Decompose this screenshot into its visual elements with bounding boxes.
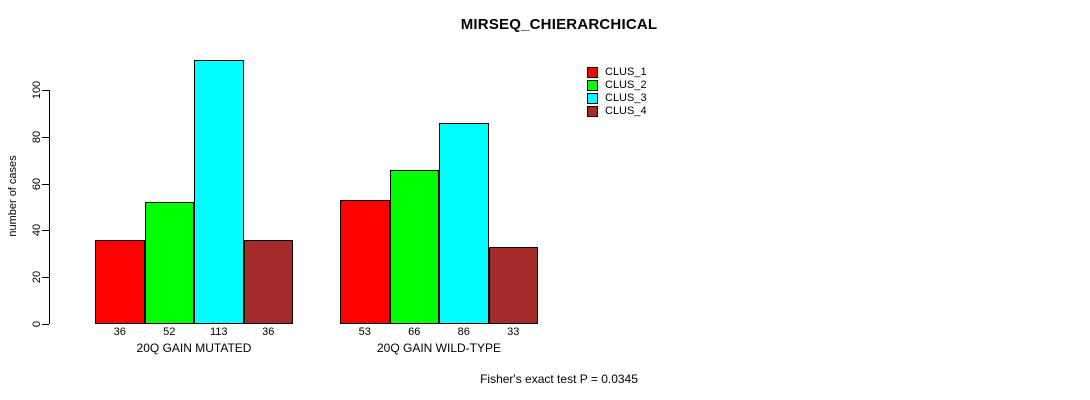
y-tick-mark: [42, 183, 49, 185]
legend-label: CLUS_4: [605, 105, 647, 117]
y-tick-mark: [42, 324, 49, 325]
legend-label: CLUS_3: [605, 92, 647, 104]
y-tick-label: 0: [31, 320, 43, 328]
bar-clus_1-group1: [95, 239, 145, 324]
legend-label: CLUS_2: [605, 79, 647, 91]
y-tick-label: 60: [31, 177, 43, 190]
legend: CLUS_1 CLUS_2 CLUS_3 CLUS_4: [587, 66, 647, 118]
y-axis-label: number of cases: [7, 155, 19, 237]
y-tick-mark: [42, 90, 49, 91]
y-tick-label: 40: [31, 224, 43, 237]
y-axis-line: [49, 90, 50, 324]
bar-value-label: 86: [457, 326, 470, 338]
y-tick-label: 20: [31, 271, 43, 284]
bar-clus_3-group1: [194, 59, 244, 324]
legend-swatch-icon: [587, 80, 598, 91]
y-tick-mark: [42, 136, 49, 138]
bar-value-label: 113: [209, 326, 228, 338]
bar-value-label: 53: [358, 326, 371, 338]
chart-title: MIRSEQ_CHIERARCHICAL: [460, 16, 658, 33]
annotation-text: Fisher's exact test P = 0.0345: [480, 372, 638, 386]
legend-item-clus_1: CLUS_1: [587, 66, 647, 79]
bar-clus_3-group2: [439, 122, 489, 324]
bar-value-label: 36: [113, 326, 126, 338]
legend-item-clus_3: CLUS_3: [587, 92, 647, 105]
bar-clus_2-group1: [144, 202, 194, 324]
legend-item-clus_2: CLUS_2: [587, 79, 647, 92]
bar-clus_1-group2: [340, 199, 390, 324]
x-category-label: 20Q GAIN WILD-TYPE: [376, 341, 502, 355]
bar-value-label: 52: [163, 326, 176, 338]
legend-swatch-icon: [587, 106, 598, 117]
x-category-label: 20Q GAIN MUTATED: [136, 341, 252, 355]
y-tick-label: 80: [31, 130, 43, 143]
bar-clus_2-group2: [389, 169, 439, 324]
legend-swatch-icon: [587, 93, 598, 104]
legend-item-clus_4: CLUS_4: [587, 105, 647, 118]
bar-value-label: 33: [507, 326, 520, 338]
y-tick-mark: [42, 277, 49, 279]
y-tick-label: 100: [31, 80, 43, 100]
bar-value-label: 66: [408, 326, 421, 338]
bar-value-label: 36: [262, 326, 275, 338]
legend-label: CLUS_1: [605, 66, 647, 78]
legend-swatch-icon: [587, 67, 598, 78]
bar-clus_4-group1: [243, 239, 293, 324]
bar-clus_4-group2: [488, 246, 538, 324]
y-tick-mark: [42, 230, 49, 232]
